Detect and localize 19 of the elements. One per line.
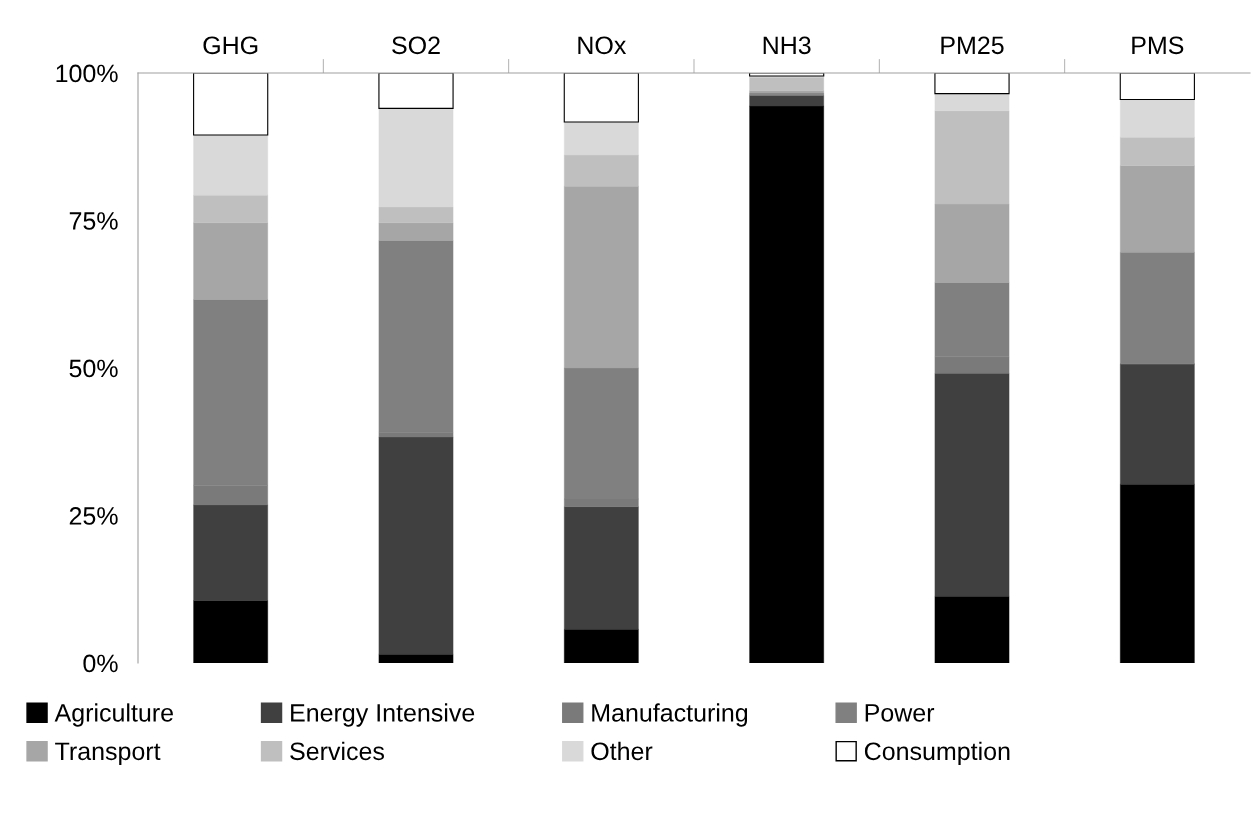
legend-label: Agriculture	[54, 703, 173, 727]
legend-label: Services	[290, 741, 385, 761]
y-tick-label: 25%	[69, 507, 118, 525]
legend-label: Transport	[55, 742, 161, 766]
x-tick-label: GHG	[203, 36, 258, 55]
x-tick-label: SO2	[392, 36, 440, 55]
y-tick-label: 0%	[83, 654, 118, 673]
legend-label: Manufacturing	[592, 703, 748, 727]
legend-label: Other	[591, 741, 653, 761]
legend-label: Consumption	[864, 741, 1010, 766]
legend-label: Energy Intensive	[291, 703, 475, 727]
x-tick-label: NOx	[578, 36, 627, 55]
y-tick-label: 50%	[69, 359, 118, 378]
x-tick-label: NH3	[763, 36, 811, 55]
y-tick-label: 100%	[56, 64, 118, 83]
x-tick-label: PMS	[1132, 36, 1184, 55]
legend-label: Power	[865, 704, 935, 722]
y-tick-label: 75%	[69, 212, 118, 230]
x-tick-label: PM25	[941, 36, 1004, 55]
